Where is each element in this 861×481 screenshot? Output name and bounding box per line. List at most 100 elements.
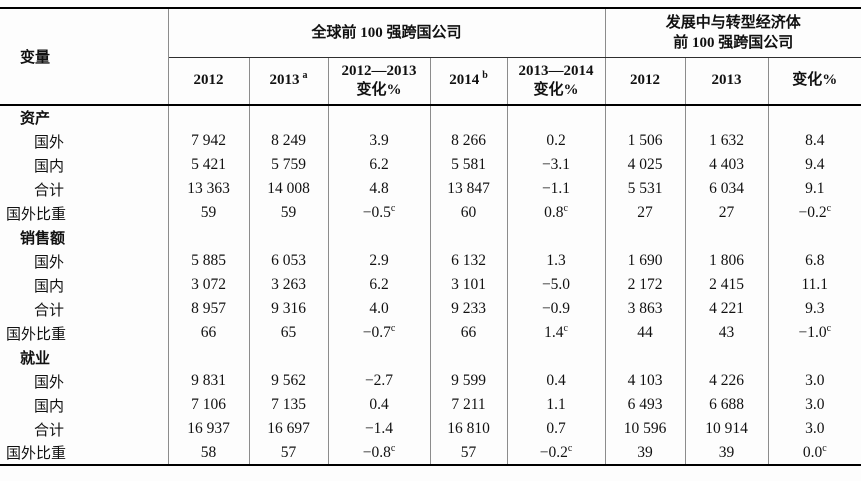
cell-value: 39 — [637, 443, 653, 461]
value-cell: 6.2 — [327, 273, 430, 297]
cell-value: 13 847 — [447, 180, 490, 197]
value-cell — [167, 225, 249, 249]
value-cell — [248, 105, 328, 129]
row-label: 国外 — [34, 254, 65, 271]
row-label: 合计 — [34, 422, 65, 439]
cell-value: −3.1 — [541, 156, 571, 173]
value-cell: −2.7 — [327, 369, 430, 393]
value-cell: −1.1 — [506, 177, 605, 201]
cell-value: 13 363 — [187, 180, 230, 197]
value-cell: 5 531 — [604, 177, 685, 201]
value-cell: 0.0c — [767, 441, 861, 465]
value-cell: 3.9 — [327, 129, 430, 153]
value-cell: 7 211 — [429, 393, 507, 417]
cell-value: 3 072 — [191, 276, 226, 293]
table-row: 国外比重 59 59 −0.5c 60 0.8c 27 27 −0.2c — [0, 201, 861, 225]
footnote-marker-c: c — [826, 202, 832, 214]
value-cell — [327, 225, 430, 249]
col-header-global-2014: 2014 b — [429, 57, 507, 106]
page: 变量 全球前 100 强跨国公司 发展中与转型经济体 前 100 强跨国公司 2… — [0, 7, 861, 466]
value-cell: 60 — [429, 201, 507, 225]
group-header-developing-line2: 前 100 强跨国公司 — [673, 34, 794, 51]
value-cell: 59 — [167, 201, 249, 225]
table-row: 国外 7 942 8 249 3.9 8 266 0.2 1 506 1 632 8.4 — [0, 129, 861, 153]
value-cell: 39 — [604, 441, 685, 465]
value-cell: 66 — [167, 321, 249, 345]
row-label: 国内 — [34, 158, 65, 175]
value-cell: 8.4 — [767, 129, 861, 153]
value-cell: 3.0 — [767, 369, 861, 393]
col-header-global-2013: 2013 a — [248, 57, 328, 106]
cell-value: 1.3 — [546, 252, 566, 269]
cell-value: 3 101 — [451, 276, 486, 293]
footnote-marker-c: c — [390, 322, 396, 334]
col-header-text-line2: 变化% — [356, 81, 402, 98]
value-cell: 1 690 — [604, 249, 685, 273]
value-cell: 9.3 — [767, 297, 861, 321]
value-cell: 2 415 — [684, 273, 768, 297]
value-cell: 4 103 — [604, 369, 685, 393]
cell-value: 7 135 — [271, 396, 306, 413]
cell-value: 11.1 — [801, 276, 829, 293]
value-cell: 1.1 — [506, 393, 605, 417]
value-cell: 2.9 — [327, 249, 430, 273]
value-cell — [506, 105, 605, 129]
row-label: 国外比重 — [6, 446, 67, 462]
value-cell: 1.4c — [506, 321, 605, 345]
section-header-row: 销售额 — [0, 225, 861, 249]
row-label: 国外 — [34, 134, 65, 151]
value-cell — [506, 345, 605, 369]
cell-value: 6 132 — [451, 252, 486, 269]
value-cell: 0.7 — [506, 417, 605, 441]
row-label: 资产 — [20, 111, 51, 127]
cell-value: −0.2 — [798, 204, 827, 221]
col-header-text: 2013—2014 — [518, 62, 594, 79]
cell-value: 4 226 — [709, 372, 744, 389]
value-cell — [506, 225, 605, 249]
value-cell: 6 034 — [684, 177, 768, 201]
value-cell — [604, 105, 685, 129]
value-cell — [429, 225, 507, 249]
value-cell: 6 688 — [684, 393, 768, 417]
cell-value: −0.8 — [362, 443, 391, 461]
cell-value: 3.9 — [369, 132, 389, 149]
value-cell: 4 226 — [684, 369, 768, 393]
cell-value: 43 — [718, 324, 735, 341]
value-cell — [684, 105, 768, 129]
cell-value: 4 103 — [627, 372, 663, 389]
value-cell: 9.4 — [767, 153, 861, 177]
cell-value: 1.4 — [544, 324, 564, 341]
cell-value: 59 — [200, 204, 217, 221]
cell-value: 6.2 — [369, 276, 389, 293]
value-cell: 9 562 — [248, 369, 328, 393]
value-cell — [248, 225, 328, 249]
row-label: 销售额 — [20, 230, 66, 247]
cell-value: 1.1 — [546, 396, 566, 413]
cell-value: −0.7 — [362, 324, 391, 341]
value-cell: 3 072 — [167, 273, 249, 297]
cell-value: 3.0 — [805, 372, 825, 389]
value-cell: 6 132 — [429, 249, 507, 273]
col-header-global-2012: 2012 — [168, 57, 249, 106]
cell-value: 8.4 — [805, 132, 825, 149]
value-cell: 13 847 — [429, 177, 507, 201]
value-cell: −0.2c — [506, 441, 605, 465]
cell-value: 16 697 — [267, 420, 310, 437]
group-header-developing-top100: 发展中与转型经济体 前 100 强跨国公司 — [604, 8, 861, 58]
value-cell: 10 596 — [604, 417, 685, 441]
value-cell: 8 249 — [248, 129, 328, 153]
value-cell — [604, 225, 685, 249]
value-cell: 1 632 — [684, 129, 768, 153]
cell-value: 3.0 — [805, 420, 825, 437]
value-cell: 13 363 — [167, 177, 249, 201]
value-cell: −5.0 — [506, 273, 605, 297]
cell-value: 6 493 — [627, 396, 663, 413]
cell-value: 9.1 — [805, 180, 825, 197]
cell-value: 8 957 — [191, 300, 226, 317]
cell-value: 4 025 — [627, 156, 663, 173]
value-cell: 0.8c — [506, 201, 605, 225]
row-label: 就业 — [20, 350, 51, 367]
value-cell: 9 831 — [167, 369, 249, 393]
value-cell: 14 008 — [248, 177, 328, 201]
table-row: 国内 5 421 5 759 6.2 5 581 −3.1 4 025 4 403 9.4 — [0, 153, 861, 177]
